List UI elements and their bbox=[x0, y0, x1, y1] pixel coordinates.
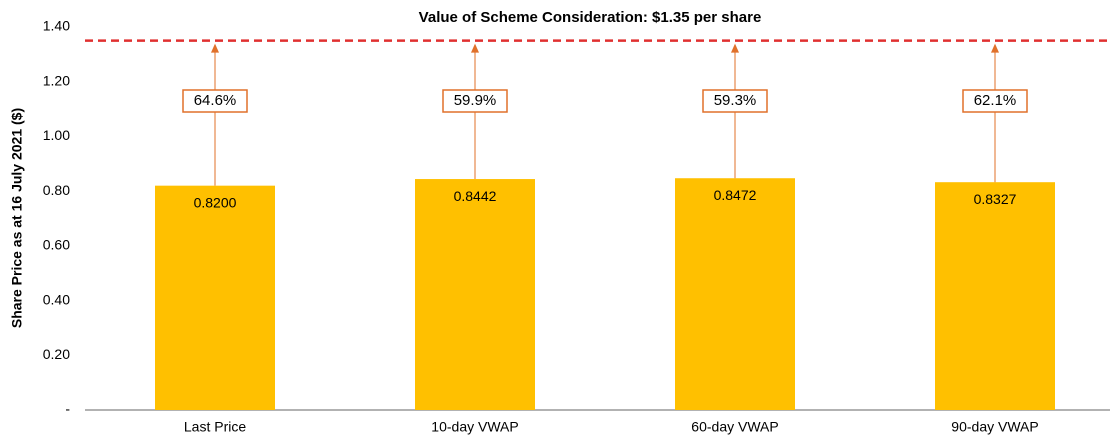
value-label: 0.8200 bbox=[194, 194, 237, 210]
value-label: 0.8327 bbox=[974, 191, 1017, 207]
x-tick-label: 60-day VWAP bbox=[691, 419, 778, 435]
y-tick-label: 0.60 bbox=[43, 237, 70, 253]
y-tick-label: 0.40 bbox=[43, 291, 70, 307]
premium-label: 64.6% bbox=[194, 92, 237, 109]
y-tick-label: 1.00 bbox=[43, 127, 70, 143]
y-tick-label: - bbox=[65, 401, 70, 417]
premium-box bbox=[962, 89, 1028, 113]
premium-box bbox=[442, 89, 508, 113]
y-tick-label: 1.40 bbox=[43, 18, 70, 34]
y-tick-label: 1.20 bbox=[43, 72, 70, 88]
arrow-head bbox=[731, 43, 739, 53]
y-tick-label: 0.20 bbox=[43, 346, 70, 362]
chart-title: Value of Scheme Consideration: $1.35 per… bbox=[419, 9, 762, 26]
arrow-head bbox=[991, 43, 999, 53]
premium-box bbox=[702, 89, 768, 113]
premium-label: 62.1% bbox=[974, 92, 1017, 109]
arrow-head bbox=[471, 43, 479, 53]
x-tick-label: Last Price bbox=[184, 419, 246, 435]
value-label: 0.8472 bbox=[714, 187, 757, 203]
x-tick-label: 10-day VWAP bbox=[431, 419, 518, 435]
premium-label: 59.3% bbox=[714, 92, 757, 109]
premium-label: 59.9% bbox=[454, 92, 497, 109]
bar bbox=[415, 179, 535, 410]
premium-box bbox=[182, 89, 248, 113]
value-label: 0.8442 bbox=[454, 188, 497, 204]
y-tick-label: 0.80 bbox=[43, 182, 70, 198]
x-tick-label: 90-day VWAP bbox=[951, 419, 1038, 435]
bar bbox=[935, 182, 1055, 410]
y-axis-label: Share Price as at 16 July 2021 ($) bbox=[9, 108, 25, 328]
bar bbox=[675, 178, 795, 410]
arrow-head bbox=[211, 43, 219, 53]
bar bbox=[155, 185, 275, 410]
